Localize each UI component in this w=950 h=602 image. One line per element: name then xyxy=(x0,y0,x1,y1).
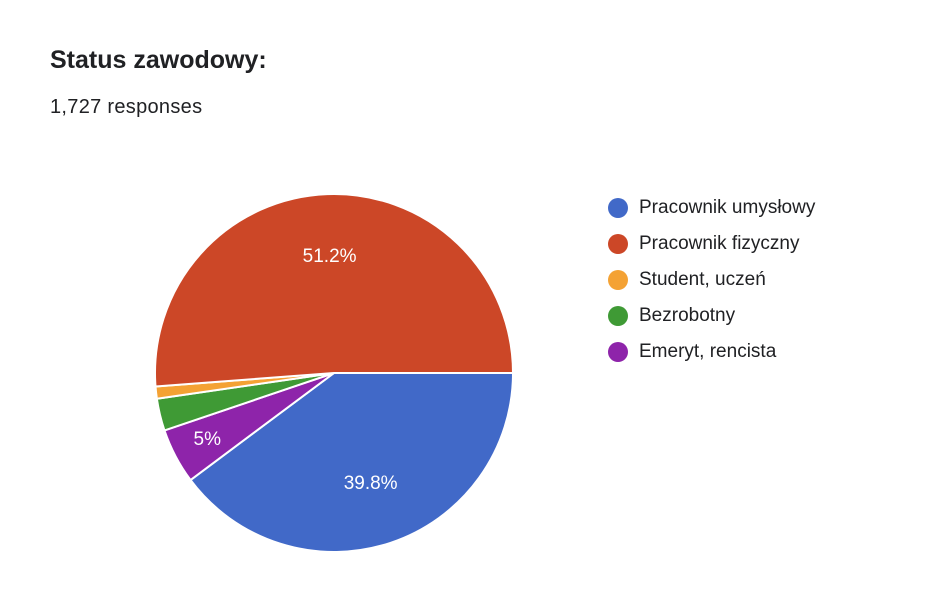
pie-slice-4[interactable] xyxy=(154,193,514,388)
legend-item-2[interactable]: Student, uczeń xyxy=(608,262,815,298)
legend-swatch-icon xyxy=(608,198,628,218)
chart-title: Status zawodowy: xyxy=(50,46,267,74)
legend-item-1[interactable]: Pracownik fizyczny xyxy=(608,226,815,262)
legend-swatch-icon xyxy=(608,234,628,254)
legend-label: Student, uczeń xyxy=(639,269,766,290)
slice-data-label-0: 39.8% xyxy=(344,473,398,494)
legend-swatch-icon xyxy=(608,306,628,326)
legend-item-4[interactable]: Emeryt, rencista xyxy=(608,334,815,370)
pie-slice-0[interactable] xyxy=(189,372,514,553)
slice-data-label-1: 5% xyxy=(194,429,222,450)
legend-label: Emeryt, rencista xyxy=(639,341,777,362)
response-count: 1,727 responses xyxy=(50,96,203,118)
legend-item-3[interactable]: Bezrobotny xyxy=(608,298,815,334)
legend-swatch-icon xyxy=(608,342,628,362)
legend-swatch-icon xyxy=(608,270,628,290)
chart-legend: Pracownik umysłowy Pracownik fizyczny Stud… xyxy=(608,190,815,370)
legend-label: Pracownik umysłowy xyxy=(639,197,816,218)
slice-data-label-4: 51.2% xyxy=(303,246,357,267)
legend-item-0[interactable]: Pracownik umysłowy xyxy=(608,190,815,226)
legend-label: Bezrobotny xyxy=(639,305,736,326)
legend-label: Pracownik fizyczny xyxy=(639,233,800,254)
